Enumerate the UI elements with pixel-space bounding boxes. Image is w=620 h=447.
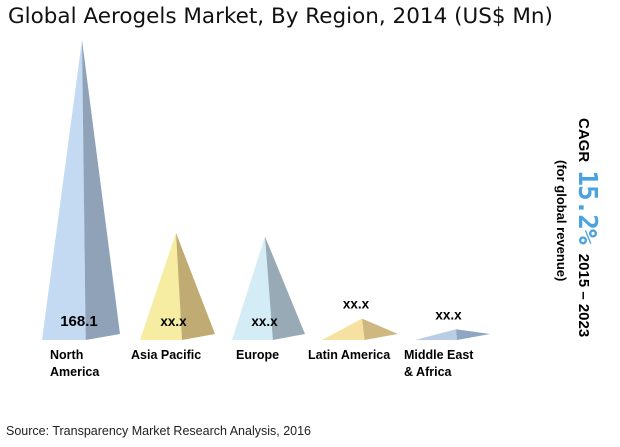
category-label-line: America: [50, 365, 100, 379]
pyramid-front-face: [140, 232, 182, 340]
category-label-line: Asia Pacific: [131, 348, 202, 362]
data-label-latin-america: xx.x: [343, 297, 370, 312]
category-label-north-america: North America: [50, 347, 99, 381]
category-label-latin-america: Latin America: [308, 347, 390, 364]
pyramid-north-america: [42, 40, 120, 340]
pyramid-side-face: [456, 329, 490, 340]
category-label-line: Europe: [236, 348, 280, 362]
pyramid-europe: [232, 236, 305, 340]
pyramid-side-face: [176, 232, 215, 340]
pyramid-side-face: [82, 40, 120, 340]
data-label-europe: xx.x: [251, 314, 278, 329]
pyramid-side-face: [265, 236, 305, 340]
data-label-middle-east-africa: xx.x: [435, 307, 462, 322]
source-note: Source: Transparency Market Research Ana…: [6, 424, 312, 438]
category-label-line: Middle East: [404, 348, 474, 362]
category-label-europe: Europe: [236, 347, 279, 364]
pyramid-front-face: [322, 318, 365, 340]
category-label-line: Latin America: [308, 348, 391, 362]
cagr-note: (for global revenue): [554, 160, 569, 282]
pyramid-front-face: [232, 236, 273, 340]
category-label-middle-east-africa: Middle East & Africa: [404, 347, 473, 381]
pyramid-front-face: [42, 40, 86, 340]
category-label-asia-pacific: Asia Pacific: [131, 347, 201, 364]
data-label-north-america: 168.1: [60, 313, 98, 330]
cagr-label: CAGR: [575, 118, 592, 163]
pyramid-asia-pacific: [140, 232, 215, 340]
cagr-callout: CAGR 15.2% 2015 – 2023 (for global reven…: [510, 118, 602, 358]
cagr-value: 15.2%: [572, 170, 602, 244]
chart-title: Global Aerogels Market, By Region, 2014 …: [8, 4, 553, 29]
data-label-asia-pacific: xx.x: [160, 314, 187, 329]
cagr-period: 2015 – 2023: [575, 253, 592, 338]
pyramid-side-face: [362, 318, 398, 340]
category-label-line: North: [50, 348, 84, 362]
category-label-line: & Africa: [404, 365, 452, 379]
pyramid-latin-america: [322, 318, 398, 340]
pyramid-front-face: [415, 329, 457, 340]
pyramid-middle-east-africa: [415, 329, 490, 340]
